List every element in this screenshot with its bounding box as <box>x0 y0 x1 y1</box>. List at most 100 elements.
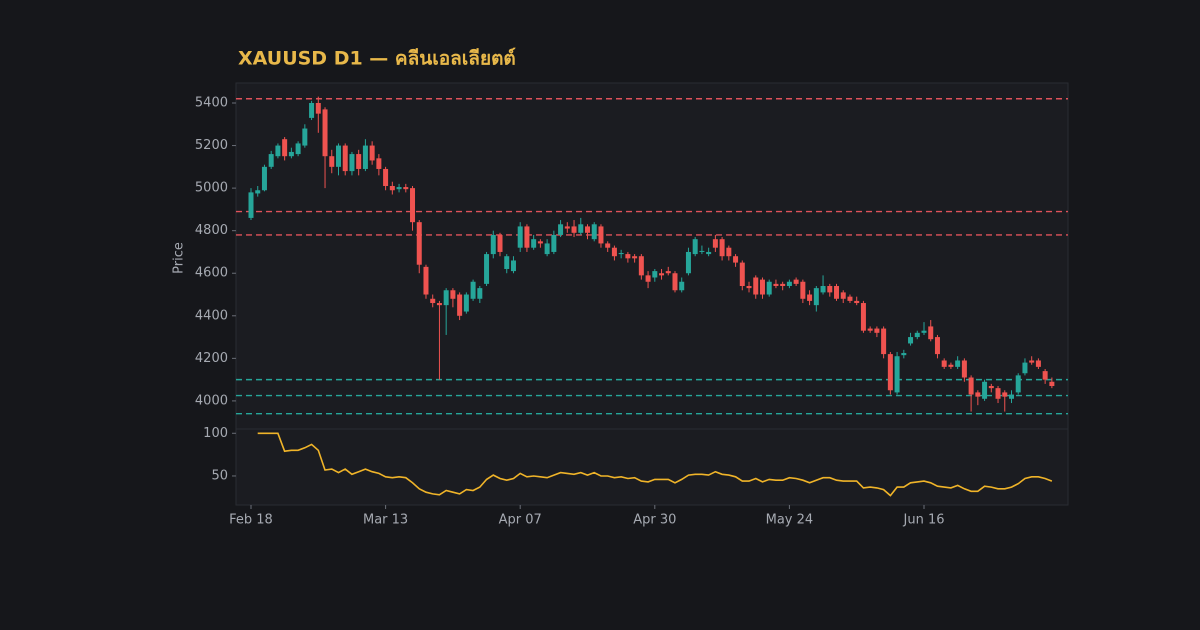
candle-body <box>490 234 496 255</box>
candle-body <box>484 254 490 284</box>
y-tick-label: 4400 <box>195 308 228 323</box>
candle-body <box>988 386 994 389</box>
plot-area <box>235 82 1069 506</box>
candle-body <box>854 300 860 304</box>
x-tick-label: Feb 18 <box>229 513 273 528</box>
candle-body <box>928 326 934 340</box>
candle-body <box>719 239 725 257</box>
candle-body <box>564 226 570 229</box>
y-tick-label: 4200 <box>195 351 228 366</box>
y-tick-label: 5000 <box>195 181 228 196</box>
candle-body <box>618 253 624 255</box>
candle-body <box>739 262 745 287</box>
candle-body <box>288 151 294 157</box>
candle-body <box>712 239 718 248</box>
candle-body <box>1008 394 1014 399</box>
candle-body <box>995 388 1001 399</box>
candle-body <box>396 187 402 190</box>
candle-body <box>733 256 739 263</box>
candle-body <box>1022 362 1028 374</box>
candle-body <box>1002 392 1008 397</box>
candle-body <box>847 296 853 301</box>
y-tick-label: 5200 <box>195 138 228 153</box>
candle-body <box>780 283 786 287</box>
x-tick-label: Apr 07 <box>499 513 542 528</box>
candle-body <box>786 281 792 287</box>
candle-body <box>793 279 799 284</box>
candle-body <box>820 286 826 293</box>
candle-body <box>1042 371 1048 380</box>
candle-body <box>275 145 281 157</box>
candle-body <box>524 226 530 248</box>
candle-body <box>1049 381 1055 387</box>
candle-body <box>342 145 348 172</box>
x-tick-label: Apr 30 <box>633 513 676 528</box>
candle-body <box>934 337 940 355</box>
candle-body <box>497 234 503 252</box>
candle-body <box>389 185 395 191</box>
candle-body <box>450 290 456 299</box>
candle-body <box>1029 360 1035 363</box>
candle-body <box>759 279 765 295</box>
y-tick-label: 4800 <box>195 223 228 238</box>
candle-body <box>585 226 590 233</box>
candle-body <box>679 281 685 291</box>
candle-body <box>255 190 261 194</box>
candle-body <box>813 288 819 306</box>
candle-body <box>807 294 813 301</box>
candle-body <box>941 360 947 367</box>
candle-body <box>302 128 308 146</box>
candle-body <box>282 139 288 157</box>
candle-body <box>544 243 550 255</box>
candle-body <box>699 250 705 252</box>
y-tick-label: 100 <box>203 426 228 441</box>
candle-body <box>685 251 691 274</box>
candle-body <box>430 298 436 304</box>
y-tick-label: 4000 <box>195 393 228 408</box>
candle-body <box>1015 375 1021 393</box>
candle-body <box>309 103 315 118</box>
x-tick-label: May 24 <box>766 513 814 528</box>
candle-body <box>753 277 759 295</box>
candle-body <box>901 353 907 356</box>
candle-body <box>773 283 779 287</box>
candle-body <box>578 224 584 233</box>
candle-body <box>840 292 846 299</box>
candle-body <box>665 271 671 274</box>
candle-body <box>457 294 463 316</box>
candle-body <box>369 145 375 161</box>
y-axis-label: Price <box>172 242 187 274</box>
candle-body <box>504 256 510 269</box>
candle-body <box>416 222 422 265</box>
candle-body <box>558 224 564 235</box>
candle-body <box>571 226 577 233</box>
candle-body <box>632 256 638 259</box>
candle-body <box>766 281 772 295</box>
candle-body <box>551 234 557 252</box>
candle-body <box>423 266 429 295</box>
candle-body <box>261 166 267 191</box>
candle-body <box>726 247 732 257</box>
candle-body <box>470 281 476 299</box>
candle-body <box>894 356 900 393</box>
candle-body <box>860 303 866 331</box>
candle-body <box>611 247 617 257</box>
candle-body <box>443 290 449 306</box>
candle-body <box>834 286 840 299</box>
candle-body <box>322 109 328 157</box>
candle-body <box>537 241 543 244</box>
candle-body <box>881 328 887 355</box>
candle-body <box>652 271 658 278</box>
candle-body <box>921 330 927 333</box>
candle-body <box>248 192 254 218</box>
candle-body <box>975 392 981 397</box>
candle-body <box>403 187 409 190</box>
y-tick-label: 5400 <box>195 96 228 111</box>
candle-body <box>645 275 651 282</box>
candle-body <box>605 243 611 248</box>
candle-body <box>1035 360 1041 367</box>
candle-body <box>383 168 389 186</box>
candle-body <box>598 226 604 244</box>
